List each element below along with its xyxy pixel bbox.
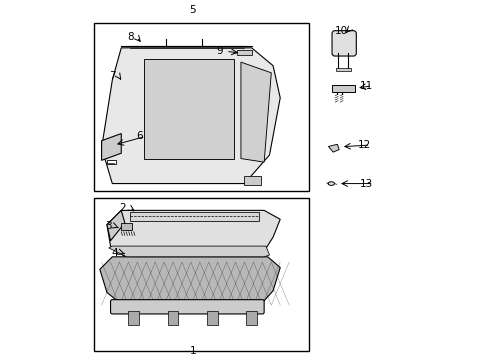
Polygon shape [328,144,339,152]
Text: 11: 11 [359,81,372,91]
Polygon shape [144,59,233,158]
Bar [335,68,350,71]
Text: 13: 13 [359,179,372,189]
Text: 8: 8 [126,32,133,42]
Bar [167,311,178,325]
FancyBboxPatch shape [331,31,356,56]
Bar [121,223,132,230]
Ellipse shape [327,182,334,185]
Polygon shape [100,257,280,307]
Bar [246,311,257,325]
Text: 10: 10 [334,26,347,36]
Polygon shape [107,210,280,257]
Text: 9: 9 [216,46,223,57]
Bar [244,176,260,185]
Text: 12: 12 [357,140,370,150]
Polygon shape [102,134,121,160]
Polygon shape [130,212,258,221]
Text: 2: 2 [120,203,126,213]
Text: 4: 4 [112,248,118,258]
Text: 6: 6 [136,131,142,141]
Bar [237,50,251,55]
Bar [128,311,139,325]
Polygon shape [241,62,271,162]
Text: 5: 5 [189,5,196,15]
Text: 1: 1 [189,346,196,356]
Text: 7: 7 [109,71,115,81]
Polygon shape [108,246,269,257]
Bar [206,311,217,325]
FancyBboxPatch shape [110,300,264,314]
Bar [94,198,308,351]
Polygon shape [107,210,124,241]
Polygon shape [102,48,280,184]
Bar [94,23,308,191]
Bar [331,85,354,93]
Bar [107,160,116,164]
Text: 3: 3 [105,221,112,231]
